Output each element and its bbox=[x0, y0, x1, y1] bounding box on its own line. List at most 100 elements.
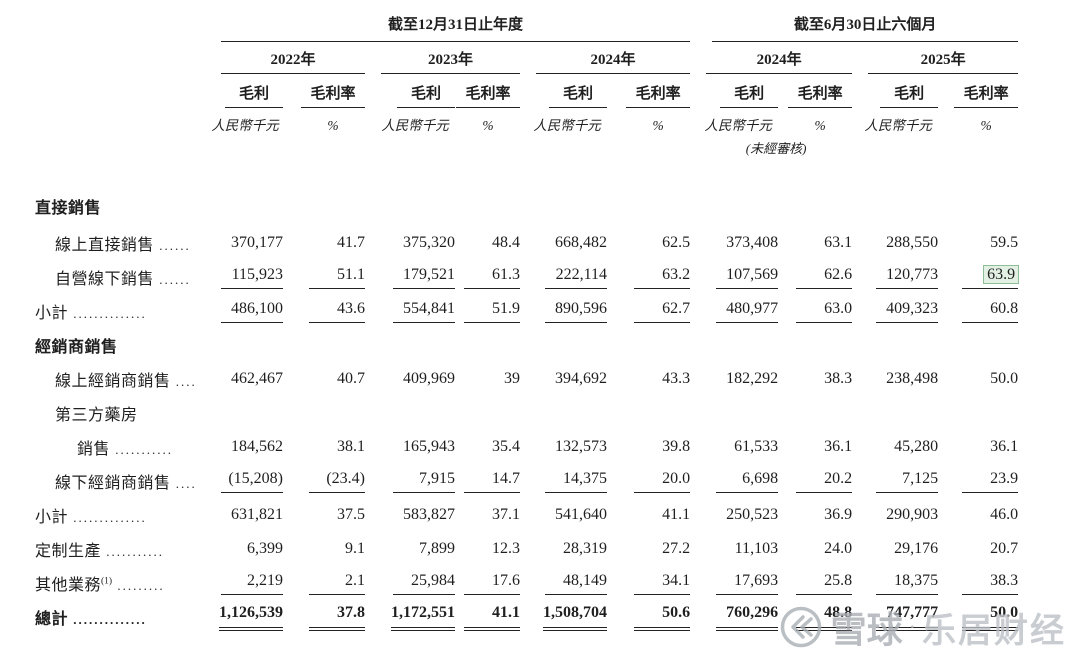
table-cell bbox=[852, 158, 938, 226]
unit-rmb: 人民幣千元 bbox=[864, 118, 932, 133]
table-cell bbox=[283, 328, 365, 362]
table-cell: 486,100 bbox=[205, 294, 283, 328]
table-cell: 14.7 bbox=[455, 464, 520, 498]
table-cell: 17,693 bbox=[690, 566, 779, 600]
table-cell: (23.4) bbox=[283, 464, 365, 498]
table-cell: 394,692 bbox=[555, 370, 607, 387]
unit-rmb: 人民幣千元 bbox=[704, 118, 772, 133]
table-cell: 238,498 bbox=[886, 370, 939, 387]
table-cell: 179,521 bbox=[365, 260, 455, 294]
year-2022: 2022年 bbox=[205, 42, 365, 74]
col-gp: 毛利 bbox=[520, 74, 607, 108]
table-cell: 51.1 bbox=[283, 260, 365, 294]
row-label: 小計 .............. bbox=[35, 305, 147, 322]
table-cell: 2.1 bbox=[283, 566, 365, 600]
table-cell: 184,562 bbox=[231, 438, 283, 455]
table-cell: 6,399 bbox=[247, 540, 283, 557]
table-cell: 373,408 bbox=[726, 234, 779, 251]
table-cell: 63.0 bbox=[778, 294, 853, 328]
table-cell: 182,292 bbox=[726, 370, 779, 387]
table-cell: 50.6 bbox=[607, 600, 691, 634]
period-group-interim-title: 截至6月30日止六個月 bbox=[712, 13, 1019, 42]
dot-leader: .............. bbox=[68, 612, 147, 627]
table-cell bbox=[778, 328, 852, 362]
table-cell: 63.2 bbox=[607, 260, 691, 294]
table-cell bbox=[455, 328, 520, 362]
row-label: 第三方藥房 bbox=[55, 407, 138, 424]
table-cell bbox=[778, 396, 852, 430]
table-cell: 583,827 bbox=[403, 506, 455, 523]
corner-cell bbox=[35, 6, 205, 42]
table-row: 直接銷售 bbox=[35, 158, 1018, 226]
unit-pct: % bbox=[327, 118, 339, 133]
col-gp: 毛利 bbox=[852, 74, 939, 108]
table-cell: 760,296 bbox=[690, 600, 779, 634]
table-cell: 48.8 bbox=[778, 600, 853, 634]
table-cell: 541,640 bbox=[555, 506, 607, 523]
table-cell bbox=[520, 328, 607, 362]
table-cell: 50.0 bbox=[938, 600, 1019, 634]
col-gp: 毛利 bbox=[205, 74, 283, 108]
dot-leader: ........... bbox=[101, 544, 165, 559]
table-cell: 1,126,539 bbox=[205, 600, 283, 634]
table-cell: 115,923 bbox=[205, 260, 283, 294]
table-cell: 39 bbox=[504, 370, 520, 387]
dot-leader: ......... bbox=[112, 578, 165, 593]
table-cell: (15,208) bbox=[205, 464, 283, 498]
row-label: 定制生產 ........... bbox=[35, 543, 165, 560]
unit-rmb: 人民幣千元 bbox=[211, 118, 279, 133]
year-2024: 2024年 bbox=[520, 42, 691, 74]
table-row: 小計 .............. 631,821 37.5 583,827 37.1 5… bbox=[35, 498, 1018, 532]
table-row: 自營線下銷售 ...... 115,923 51.1 179,521 61.3 222,1… bbox=[35, 260, 1019, 294]
row-label: 小計 .............. bbox=[35, 509, 147, 526]
table-cell: 23.9 bbox=[938, 464, 1019, 498]
row-label: 線上直接銷售 ...... bbox=[55, 237, 191, 254]
dot-leader: .............. bbox=[68, 306, 147, 321]
unit-pct: % bbox=[652, 118, 664, 133]
table-cell: 34.1 bbox=[607, 566, 691, 600]
table-cell: 17.6 bbox=[455, 566, 520, 600]
table-cell: 20.7 bbox=[990, 540, 1019, 557]
table-cell: 165,943 bbox=[403, 438, 455, 455]
table-cell: 50.0 bbox=[990, 370, 1019, 387]
table-cell: 132,573 bbox=[555, 438, 607, 455]
table-cell: 290,903 bbox=[886, 506, 939, 523]
table-row: 經銷商銷售 bbox=[35, 328, 1018, 362]
table-cell: 40.7 bbox=[337, 370, 365, 387]
table-cell: 46.0 bbox=[990, 506, 1019, 523]
table-cell: 60.8 bbox=[938, 294, 1019, 328]
table-cell bbox=[690, 328, 778, 362]
dot-leader: ...... bbox=[154, 238, 191, 253]
table-row: 定制生產 ........... 6,399 9.1 7,899 12.3 28,319 2… bbox=[35, 532, 1018, 566]
col-gp: 毛利 bbox=[690, 74, 779, 108]
table-cell: 6,698 bbox=[690, 464, 779, 498]
table-cell: 38.3 bbox=[824, 370, 853, 387]
unit-rmb: 人民幣千元 bbox=[381, 118, 449, 133]
col-gpm: 毛利率 bbox=[778, 74, 853, 108]
table-row: 線上經銷商銷售 .... 462,467 40.7 409,969 39 394,692 4… bbox=[35, 362, 1018, 396]
period-group-annual: 截至12月31日止年度 bbox=[205, 6, 691, 42]
table-cell bbox=[283, 158, 365, 226]
unit-pct: % bbox=[980, 118, 992, 133]
table-cell: 107,569 bbox=[690, 260, 779, 294]
table-cell bbox=[365, 396, 455, 430]
table-cell: 462,467 bbox=[231, 370, 283, 387]
table-cell: 43.3 bbox=[662, 370, 691, 387]
row-label: 銷售 ........... bbox=[77, 441, 174, 458]
table-cell bbox=[690, 396, 778, 430]
dot-leader: .... bbox=[170, 476, 197, 491]
table-cell bbox=[852, 328, 938, 362]
col-gp: 毛利 bbox=[365, 74, 455, 108]
row-label: 線上經銷商銷售 .... bbox=[55, 373, 197, 390]
table-cell: 61,533 bbox=[734, 438, 779, 455]
table-cell: 51.9 bbox=[455, 294, 520, 328]
table-cell: 7,125 bbox=[852, 464, 939, 498]
table-cell: 7,899 bbox=[419, 540, 455, 557]
table-cell: 11,103 bbox=[734, 540, 779, 557]
table-cell: 28,319 bbox=[563, 540, 607, 557]
table-cell: 250,523 bbox=[726, 506, 779, 523]
unit-pct: % bbox=[814, 118, 826, 133]
table-cell: 41.7 bbox=[337, 234, 365, 251]
table-cell: 890,596 bbox=[520, 294, 607, 328]
table-body: 直接銷售 線上直接銷售 ...... 370,177 41.7 375,320 48.4 6… bbox=[35, 158, 1019, 634]
